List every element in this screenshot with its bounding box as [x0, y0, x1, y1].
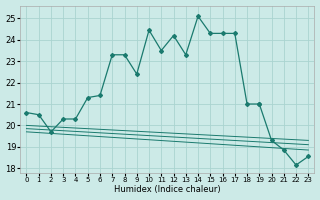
X-axis label: Humidex (Indice chaleur): Humidex (Indice chaleur)	[114, 185, 221, 194]
